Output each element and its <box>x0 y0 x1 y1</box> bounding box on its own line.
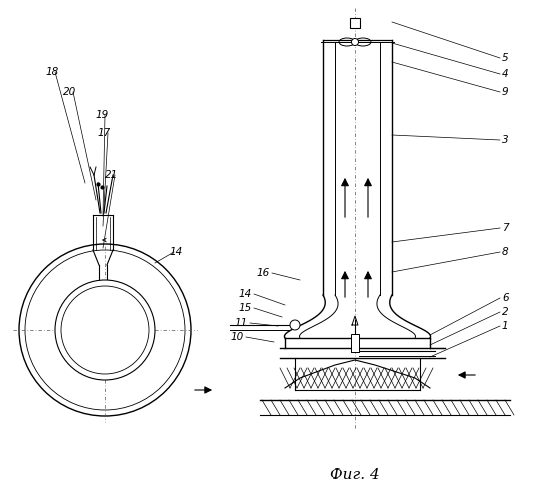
Circle shape <box>351 38 358 46</box>
Text: 1: 1 <box>502 321 509 331</box>
Bar <box>351 334 359 352</box>
Text: 20: 20 <box>63 87 76 97</box>
Text: 5: 5 <box>502 53 509 63</box>
Circle shape <box>25 250 185 410</box>
Circle shape <box>61 286 149 374</box>
Bar <box>350 18 360 28</box>
Circle shape <box>55 280 155 380</box>
Text: 19: 19 <box>95 110 108 120</box>
Text: 7: 7 <box>502 223 509 233</box>
Text: 4: 4 <box>502 69 509 79</box>
Circle shape <box>19 244 191 416</box>
Text: Фиг. 4: Фиг. 4 <box>330 468 380 482</box>
Text: 14: 14 <box>239 289 252 299</box>
Text: 11: 11 <box>235 318 248 328</box>
Text: 10: 10 <box>231 332 244 342</box>
Text: 6: 6 <box>502 293 509 303</box>
Text: 16: 16 <box>257 268 270 278</box>
Text: 3: 3 <box>502 135 509 145</box>
Text: 18: 18 <box>45 67 58 77</box>
Text: 17: 17 <box>98 128 111 138</box>
Text: 2: 2 <box>502 307 509 317</box>
Text: 8: 8 <box>502 247 509 257</box>
Text: 21: 21 <box>105 170 118 180</box>
Text: 14: 14 <box>170 247 183 257</box>
Text: 15: 15 <box>239 303 252 313</box>
Circle shape <box>290 320 300 330</box>
Text: 9: 9 <box>502 87 509 97</box>
